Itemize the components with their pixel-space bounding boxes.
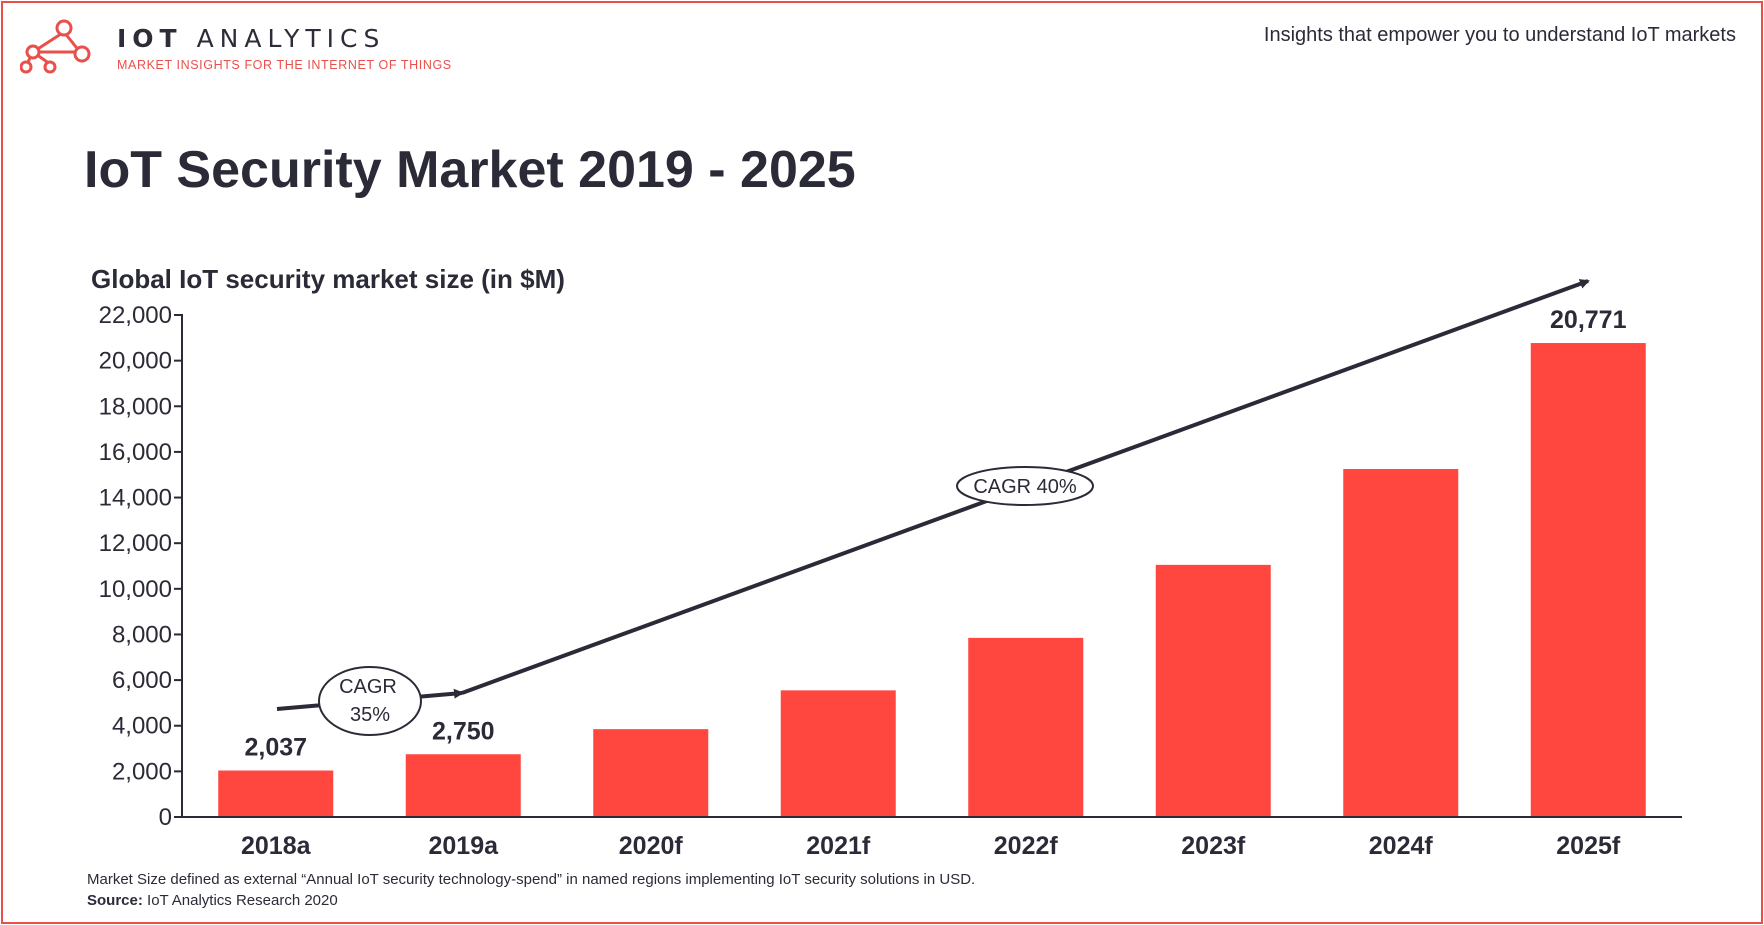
y-axis-label: Global IoT security market size (in $M) [91,264,565,294]
source-note: Source: IoT Analytics Research 2020 [87,892,338,909]
bar-2021f [780,690,896,817]
data-label: 2,750 [432,717,495,745]
y-tick-label: 2,000 [112,758,172,785]
bar-2024f [1343,469,1459,817]
cagr-35-label-line1: CAGR [339,676,397,698]
y-tick-label: 14,000 [99,485,172,512]
brand-subtitle: MARKET INSIGHTS FOR THE INTERNET OF THIN… [117,58,452,72]
y-tick-label: 22,000 [99,302,172,329]
cagr-40-label: CAGR 40% [973,476,1077,498]
bar-2023f [1155,564,1271,817]
x-tick-label: 2018a [241,832,312,860]
source-text: IoT Analytics Research 2020 [147,892,338,909]
bar-2022f [968,637,1084,817]
y-tick-label: 4,000 [112,713,172,740]
source-label: Source: [87,892,143,909]
cagr-35-bubble [318,666,422,736]
x-tick-label: 2023f [1181,832,1246,860]
x-tick-label: 2021f [806,832,871,860]
bar-2018a [218,770,334,817]
x-tick-label: 2020f [619,832,684,860]
brand-name-light: ANALYTICS [196,24,386,53]
bar-2025f [1530,343,1646,817]
y-tick-label: 10,000 [99,576,172,603]
network-nodes-icon [20,19,91,74]
data-label: 2,037 [244,734,307,762]
brand-name: IOT ANALYTICS [117,24,385,53]
chart-title: IoT Security Market 2019 - 2025 [84,141,856,199]
footnote: Market Size defined as external “Annual … [87,871,976,888]
bar-2019a [405,754,521,817]
y-tick-label: 12,000 [99,530,172,557]
cagr-35-label-line2: 35% [350,704,390,726]
tagline: Insights that empower you to understand … [1263,24,1736,46]
y-tick-label: 16,000 [99,439,172,466]
x-tick-label: 2022f [994,832,1059,860]
bar-2020f [593,729,709,817]
cagr-40-bubble [956,466,1094,506]
y-tick-label: 0 [159,804,172,831]
y-tick-label: 18,000 [99,393,172,420]
x-tick-label: 2024f [1369,832,1434,860]
y-tick-label: 6,000 [112,667,172,694]
data-label: 20,771 [1550,306,1627,334]
y-tick-label: 8,000 [112,621,172,648]
brand-name-bold: IOT [117,24,183,53]
y-tick-label: 20,000 [99,348,172,375]
x-tick-label: 2019a [428,832,499,860]
x-tick-label: 2025f [1556,832,1621,860]
